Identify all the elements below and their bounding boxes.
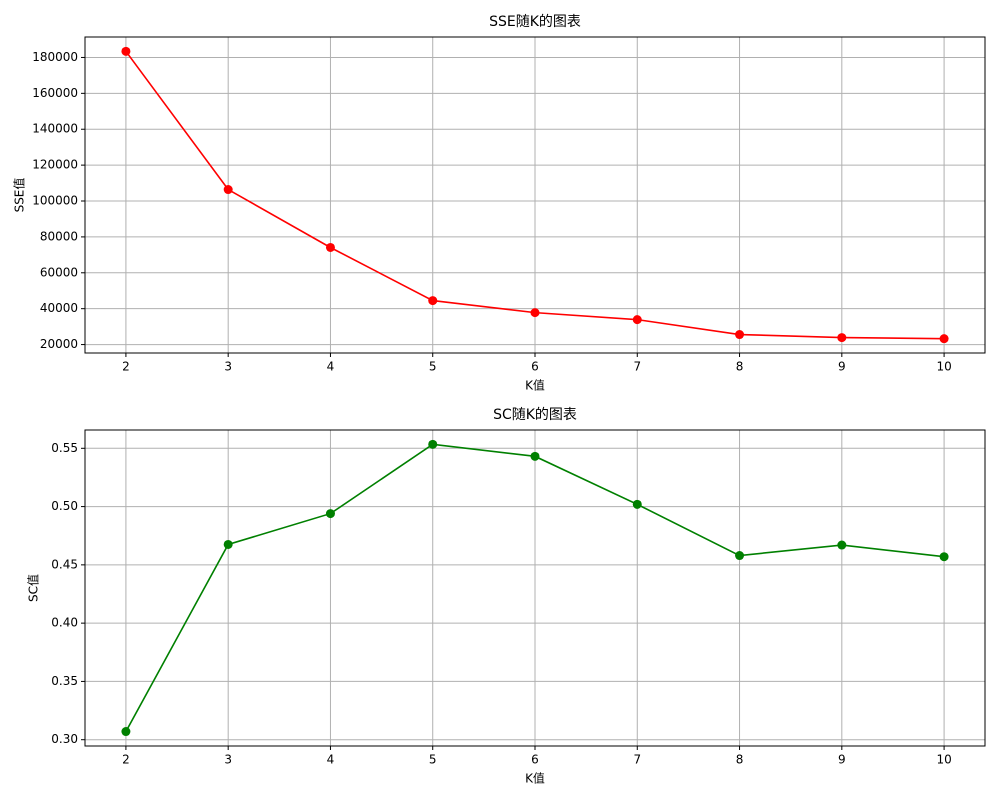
y-tick-label: 140000: [32, 122, 78, 136]
x-tick-label: 8: [736, 753, 744, 767]
y-tick-label: 0.35: [51, 674, 78, 688]
x-tick-label: 7: [633, 360, 641, 374]
y-tick-label: 100000: [32, 194, 78, 208]
data-point: [428, 439, 438, 449]
data-point: [223, 539, 233, 549]
data-point: [632, 499, 642, 509]
x-tick-label: 9: [838, 360, 846, 374]
y-tick-label: 0.40: [51, 616, 78, 630]
x-tick-label: 9: [838, 753, 846, 767]
x-tick-label: 4: [327, 753, 335, 767]
x-tick-label: 7: [633, 753, 641, 767]
data-point: [837, 540, 847, 550]
x-tick-label: 3: [224, 753, 232, 767]
x-tick-label: 6: [531, 360, 539, 374]
data-point: [325, 509, 335, 519]
data-point: [325, 242, 335, 252]
x-tick-label: 2: [122, 360, 130, 374]
x-tick-label: 5: [429, 753, 437, 767]
data-point: [837, 333, 847, 343]
data-point: [632, 315, 642, 325]
x-axis-label: K值: [525, 771, 545, 786]
data-point: [530, 308, 540, 318]
y-tick-label: 80000: [40, 229, 78, 243]
y-axis-label: SSE值: [12, 178, 27, 213]
x-tick-label: 10: [936, 753, 951, 767]
y-tick-label: 0.45: [51, 557, 78, 571]
chart-title: SSE随K的图表: [489, 14, 581, 30]
chart-title: SC随K的图表: [493, 407, 577, 423]
y-tick-label: 160000: [32, 86, 78, 100]
x-tick-label: 3: [224, 360, 232, 374]
y-tick-label: 120000: [32, 158, 78, 172]
data-point: [939, 552, 949, 562]
y-tick-label: 180000: [32, 50, 78, 64]
plot-frame: [84, 429, 986, 747]
data-point: [223, 185, 233, 195]
y-axis-label: SC值: [26, 574, 41, 602]
y-tick-label: 0.50: [51, 499, 78, 513]
data-point: [735, 551, 745, 561]
x-tick-label: 4: [327, 360, 335, 374]
x-tick-label: 2: [122, 753, 130, 767]
y-tick-label: 0.55: [51, 441, 78, 455]
x-tick-label: 5: [429, 360, 437, 374]
data-point: [121, 727, 131, 737]
x-tick-label: 10: [936, 360, 951, 374]
x-tick-label: 8: [736, 360, 744, 374]
data-point: [530, 451, 540, 461]
data-point: [939, 334, 949, 344]
x-tick-label: 6: [531, 753, 539, 767]
data-point: [428, 296, 438, 306]
y-tick-label: 0.30: [51, 732, 78, 746]
y-tick-label: 60000: [40, 265, 78, 279]
y-tick-label: 20000: [40, 337, 78, 351]
data-point: [735, 330, 745, 340]
x-axis-label: K值: [525, 378, 545, 393]
data-point: [121, 46, 131, 56]
plot-frame: [84, 36, 986, 354]
y-tick-label: 40000: [40, 301, 78, 315]
